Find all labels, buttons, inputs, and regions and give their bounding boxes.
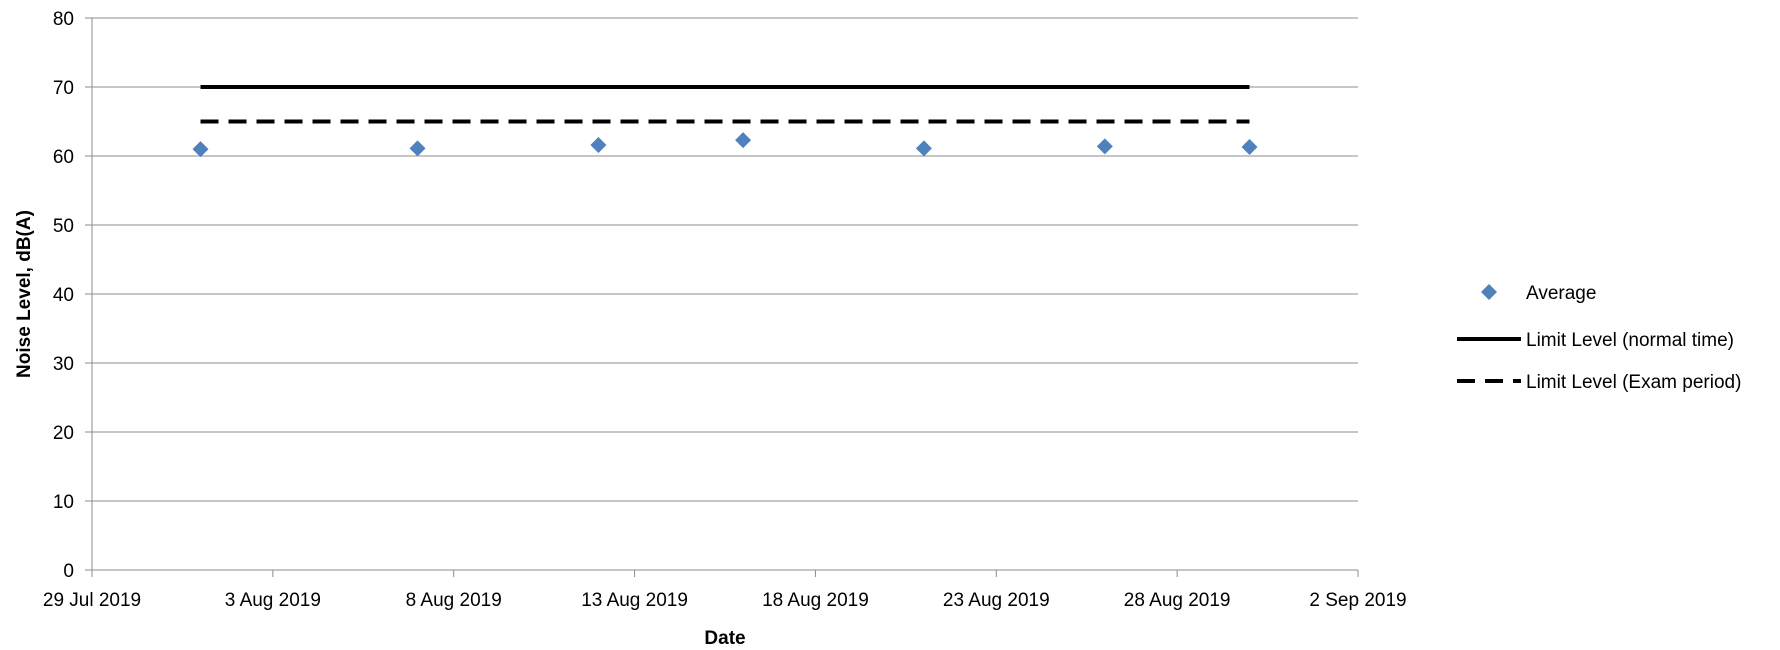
legend-marker-average	[1481, 284, 1497, 300]
data-point-average	[1241, 139, 1258, 156]
y-tick-label: 40	[53, 285, 74, 306]
data-point-average	[915, 140, 932, 157]
data-point-average	[192, 141, 209, 158]
data-point-average	[1096, 138, 1113, 155]
x-tick-label: 8 Aug 2019	[406, 590, 502, 611]
data-point-average	[735, 132, 752, 149]
y-tick-label: 20	[53, 423, 74, 444]
y-tick-label: 50	[53, 216, 74, 237]
legend-label: Average	[1526, 283, 1596, 304]
y-axis-title: Noise Level, dB(A)	[14, 210, 35, 378]
legend: Average Limit Level (normal time) Limit Le…	[1457, 283, 1741, 393]
data-point-average	[409, 140, 426, 157]
x-tick-label: 3 Aug 2019	[225, 590, 321, 611]
x-tick-label: 13 Aug 2019	[581, 590, 688, 611]
x-tick-label: 2 Sep 2019	[1309, 590, 1406, 611]
axes: 0 10 20 30 40 50 60 70 80 29 Jul 2019 3 Aug 2019 8 …	[43, 9, 1407, 611]
x-tick-label: 29 Jul 2019	[43, 590, 141, 611]
x-axis-title: Date	[704, 628, 745, 649]
y-tick-label: 60	[53, 147, 74, 168]
y-tick-label: 80	[53, 9, 74, 30]
data-point-average	[590, 136, 607, 153]
y-tick-label: 70	[53, 78, 74, 99]
gridlines	[92, 17, 1358, 502]
y-tick-label: 10	[53, 492, 74, 513]
plot-area	[192, 85, 1258, 158]
y-tick-label: 30	[53, 354, 74, 375]
x-tick-label: 23 Aug 2019	[943, 590, 1050, 611]
y-tick-label: 0	[63, 561, 74, 582]
x-tick-label: 28 Aug 2019	[1124, 590, 1231, 611]
legend-label: Limit Level (normal time)	[1526, 330, 1734, 351]
legend-label: Limit Level (Exam period)	[1526, 372, 1741, 393]
x-tick-label: 18 Aug 2019	[762, 590, 869, 611]
